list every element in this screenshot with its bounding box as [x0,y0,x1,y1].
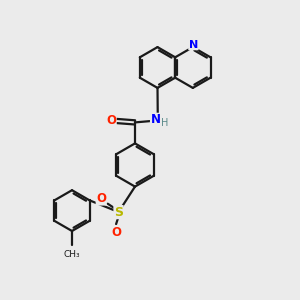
Text: H: H [161,118,169,128]
Text: S: S [114,206,123,219]
Text: N: N [150,113,161,126]
Text: O: O [96,192,106,205]
Text: CH₃: CH₃ [64,250,80,259]
Text: O: O [106,114,116,128]
Text: N: N [189,40,198,50]
Text: O: O [111,226,121,239]
